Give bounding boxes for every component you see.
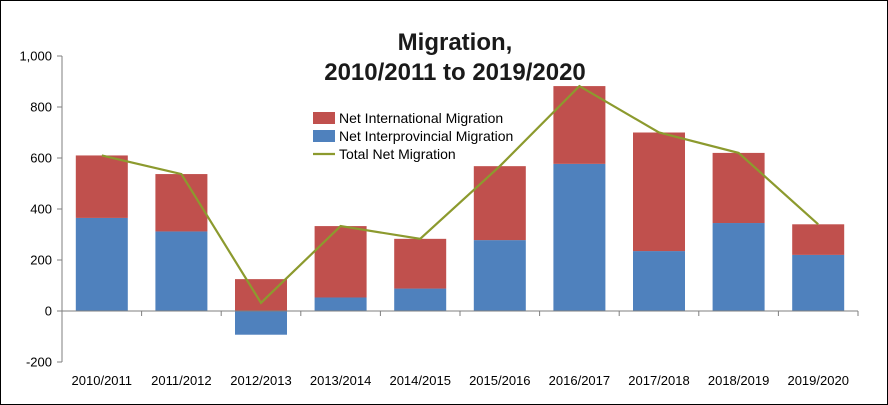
legend: Net International Migration Net Interprov… [313, 110, 513, 162]
x-tick-label: 2014/2015 [389, 373, 450, 388]
legend-swatch-interprovincial [313, 130, 335, 142]
y-tick-label: 0 [45, 304, 52, 319]
x-tick-label: 2017/2018 [628, 373, 689, 388]
bar-interprovincial-2019-2020 [792, 254, 845, 311]
bar-interprovincial-2015-2016 [473, 240, 526, 311]
bar-interprovincial-2012-2013 [235, 311, 287, 335]
chart-title-line-2: 2010/2011 to 2019/2020 [324, 59, 586, 86]
bars-layer [75, 86, 845, 335]
bar-international-2017-2018 [633, 132, 685, 252]
y-tick-label: 800 [30, 100, 52, 115]
x-tick-label: 2015/2016 [469, 373, 530, 388]
legend-label: Total Net Migration [339, 146, 456, 162]
total-net-migration-line [101, 84, 819, 305]
bar-interprovincial-2010-2011 [75, 217, 128, 311]
bar-international-2012-2013 [235, 279, 287, 311]
bar-international-2013-2014 [314, 226, 367, 298]
x-tick-label: 2011/2012 [151, 373, 212, 388]
y-tick-label: 600 [30, 151, 52, 166]
legend-label: Net Interprovincial Migration [339, 128, 513, 144]
legend-label: Net International Migration [339, 110, 503, 126]
bar-interprovincial-2013-2014 [314, 297, 367, 311]
bar-interprovincial-2016-2017 [553, 163, 606, 311]
bar-interprovincial-2017-2018 [633, 251, 685, 311]
line-layer [101, 84, 819, 305]
bar-interprovincial-2011-2012 [155, 231, 208, 311]
bar-interprovincial-2018-2019 [712, 223, 765, 311]
bar-international-2015-2016 [473, 166, 526, 241]
x-tick-label: 2013/2014 [310, 373, 371, 388]
x-tick-label: 2016/2017 [549, 373, 610, 388]
bar-interprovincial-2014-2015 [394, 288, 447, 311]
bar-international-2014-2015 [394, 238, 447, 289]
y-tick-label: 1,000 [19, 49, 52, 64]
axes-layer: -200 0 200 400 600 800 1,000 2010/2011 2011/2012… [19, 49, 859, 388]
bar-international-2010-2011 [75, 155, 128, 218]
bar-international-2019-2020 [792, 224, 845, 255]
bar-international-2018-2019 [712, 152, 765, 224]
y-tick-label: 200 [30, 253, 52, 268]
x-tick-label: 2010/2011 [72, 373, 133, 388]
x-tick-label: 2012/2013 [230, 373, 291, 388]
y-tick-label: 400 [30, 202, 52, 217]
chart-title-line-1: Migration, [398, 29, 513, 56]
x-tick-label: 2018/2019 [708, 373, 769, 388]
y-tick-label: -200 [26, 355, 52, 370]
legend-swatch-international [313, 112, 335, 124]
x-tick-label: 2019/2020 [787, 373, 848, 388]
bar-international-2016-2017 [553, 86, 606, 164]
